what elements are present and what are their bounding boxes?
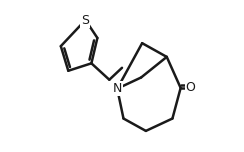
Text: S: S <box>81 14 90 27</box>
Text: O: O <box>186 81 196 94</box>
Text: N: N <box>112 82 122 95</box>
